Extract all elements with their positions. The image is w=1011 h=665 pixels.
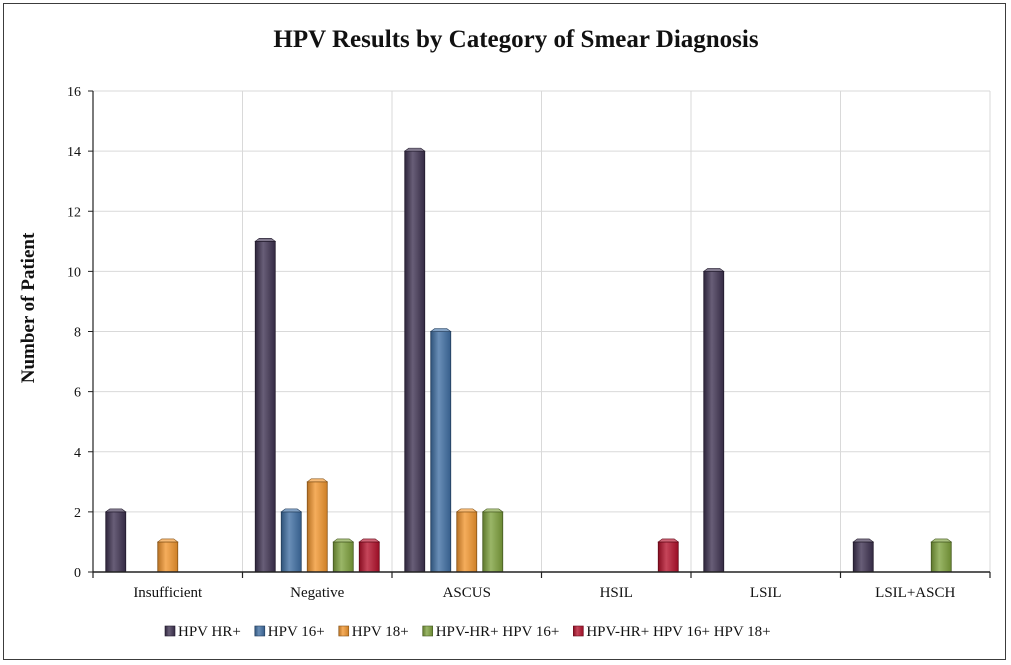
legend-swatch bbox=[164, 625, 176, 637]
bar bbox=[306, 478, 329, 573]
legend: HPV HR+ HPV 16+ HPV 18+ HPV-HR+ HPV 16+ HPV-… bbox=[164, 624, 771, 640]
gridlines bbox=[92, 90, 991, 572]
legend-label: HPV 16+ bbox=[268, 624, 325, 640]
bar bbox=[358, 538, 381, 573]
bar bbox=[280, 508, 303, 573]
bar bbox=[429, 328, 452, 573]
bar bbox=[455, 508, 478, 573]
y-tick-label: 16 bbox=[67, 85, 81, 100]
legend-label: HPV-HR+ HPV 16+ HPV 18+ bbox=[586, 624, 770, 640]
legend-swatch bbox=[254, 625, 266, 637]
legend-item: HPV 16+ bbox=[254, 624, 325, 640]
x-tick-label: LSIL+ASCH bbox=[875, 585, 955, 601]
chart-title: HPV Results by Category of Smear Diagnos… bbox=[273, 26, 758, 53]
y-tick-label: 12 bbox=[67, 205, 81, 220]
bar bbox=[104, 508, 127, 573]
x-tick-label: LSIL bbox=[750, 585, 782, 601]
bar bbox=[657, 538, 680, 573]
x-tick-label: ASCUS bbox=[443, 585, 491, 601]
legend-item: HPV-HR+ HPV 16+ bbox=[422, 624, 560, 640]
bars bbox=[104, 147, 953, 573]
legend-swatch bbox=[422, 625, 434, 637]
axes: 0 2 4 6 8 10 12 14 16 Insufficient Negative ASCUS HS… bbox=[67, 85, 991, 601]
legend-label: HPV-HR+ HPV 16+ bbox=[436, 624, 560, 640]
legend-item: HPV 18+ bbox=[338, 624, 409, 640]
y-axis-label: Number of Patient bbox=[18, 232, 39, 383]
bar bbox=[403, 147, 426, 573]
y-tick-label: 4 bbox=[74, 446, 81, 461]
legend-label: HPV 18+ bbox=[352, 624, 409, 640]
legend-item: HPV-HR+ HPV 16+ HPV 18+ bbox=[573, 624, 771, 640]
x-tick-label: HSIL bbox=[600, 585, 633, 601]
y-tick-label: 6 bbox=[74, 386, 81, 401]
bar bbox=[254, 238, 277, 573]
bar bbox=[930, 538, 953, 573]
legend-swatch bbox=[338, 625, 350, 637]
legend-item: HPV HR+ bbox=[164, 624, 241, 640]
y-tick-label: 0 bbox=[74, 566, 81, 581]
bar bbox=[332, 538, 355, 573]
bar bbox=[852, 538, 875, 573]
x-tick-label: Negative bbox=[290, 585, 344, 601]
bar bbox=[156, 538, 179, 573]
y-tick-label: 2 bbox=[74, 506, 81, 521]
x-tick-label: Insufficient bbox=[133, 585, 203, 601]
legend-label: HPV HR+ bbox=[178, 624, 241, 640]
bar bbox=[481, 508, 504, 573]
bar bbox=[702, 268, 725, 573]
y-tick-label: 10 bbox=[67, 265, 81, 280]
y-tick-label: 8 bbox=[74, 326, 81, 341]
legend-swatch bbox=[573, 625, 584, 637]
y-tick-label: 14 bbox=[67, 145, 81, 160]
